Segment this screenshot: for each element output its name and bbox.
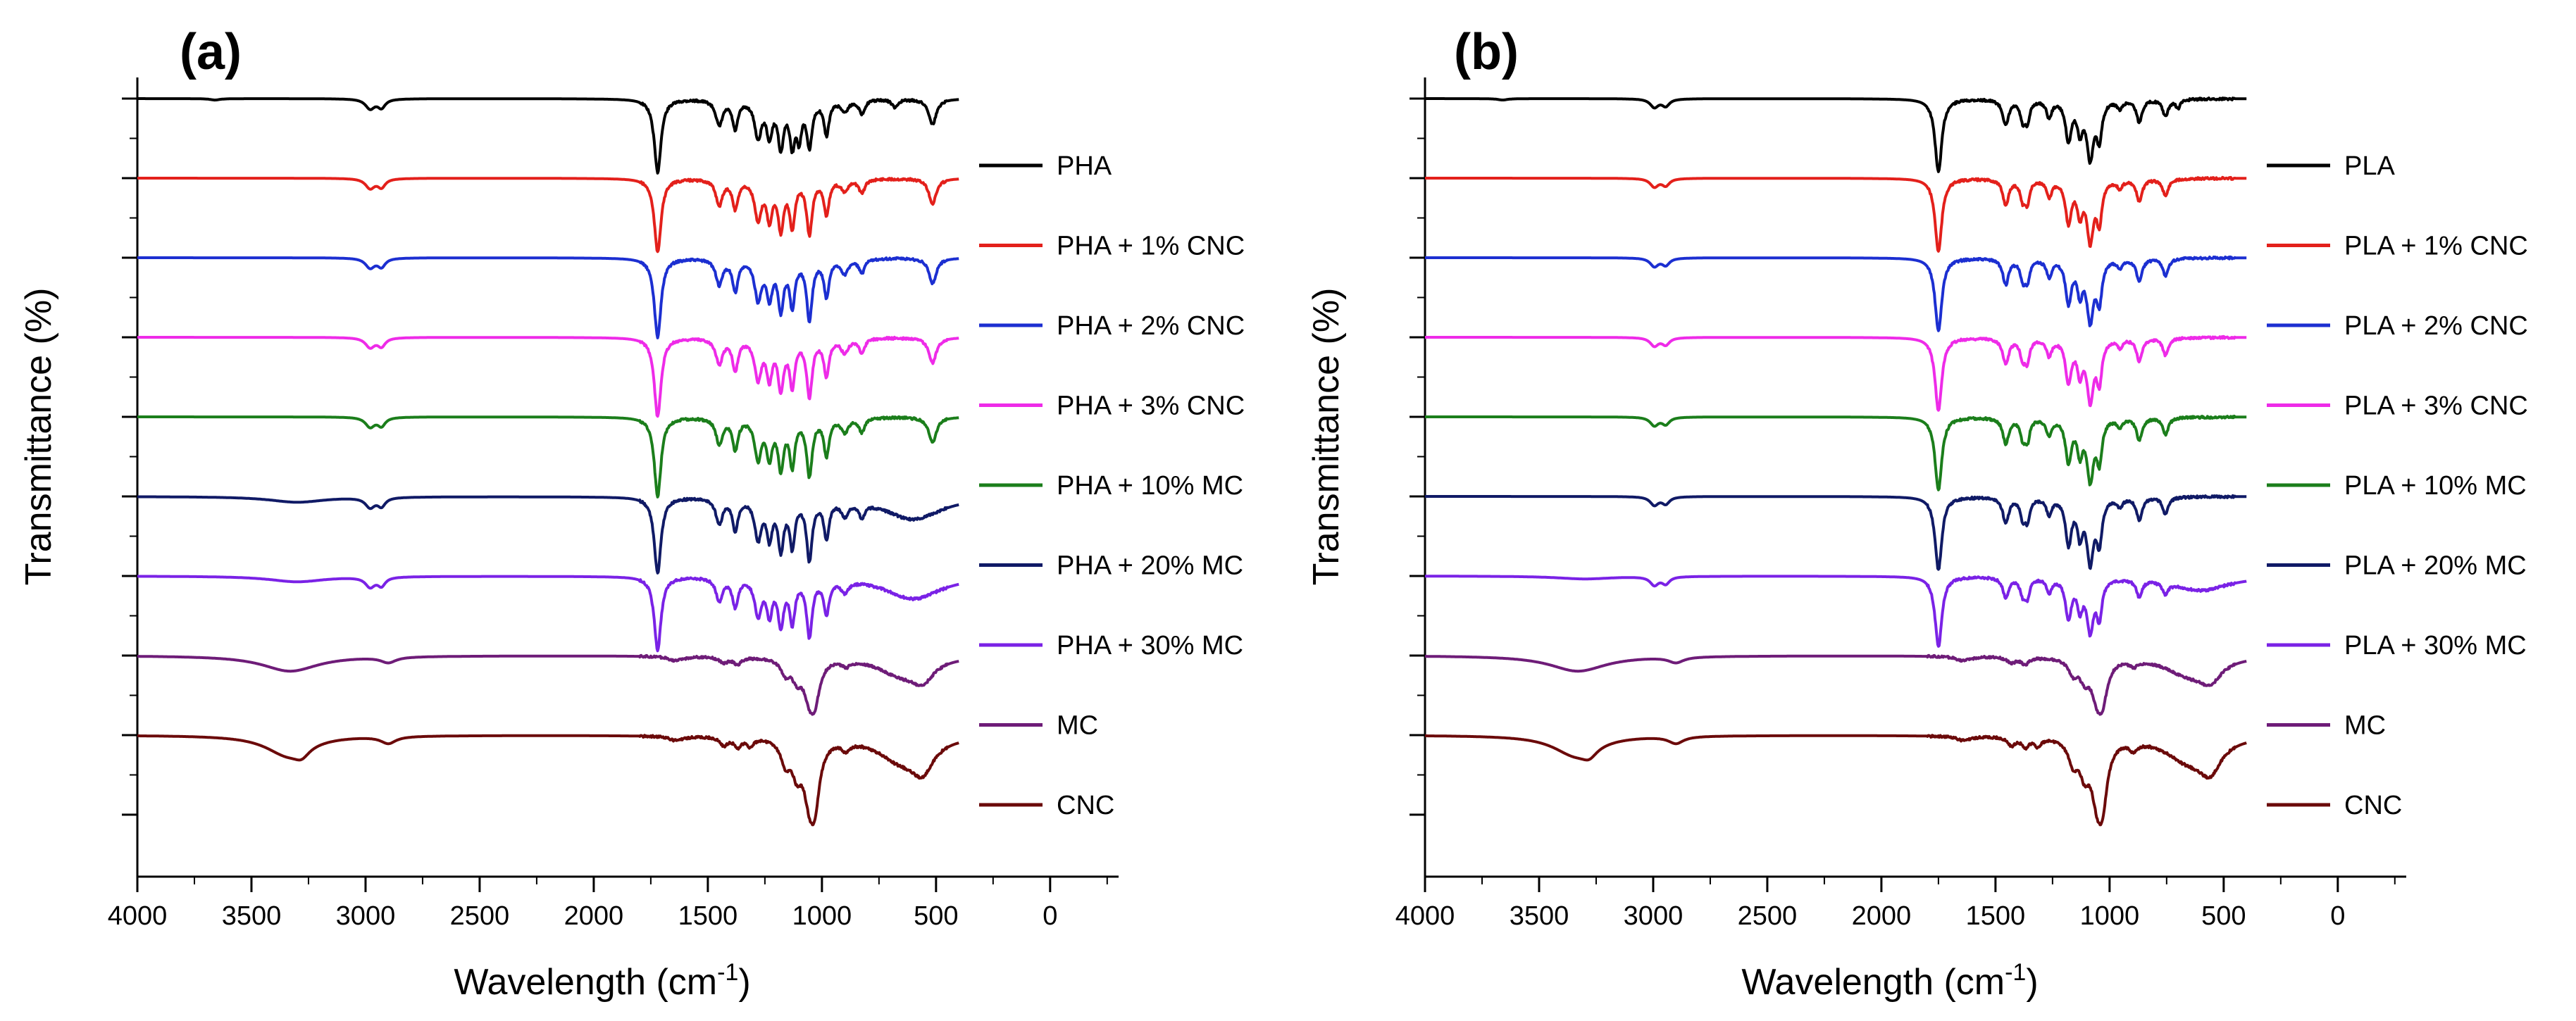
legend-label: PHA + 20% MC	[1057, 551, 1243, 581]
legend-label: PLA + 10% MC	[2344, 471, 2527, 501]
legend-label: PHA + 2% CNC	[1057, 311, 1245, 341]
spectrum-line	[1424, 653, 2248, 716]
panel-label: (b)	[1454, 24, 1519, 80]
spectrum-line	[1424, 255, 2248, 332]
x-tick-label: 2000	[564, 901, 624, 931]
x-tick-label: 500	[914, 901, 958, 931]
chart-panel-a: (a) 4000 3500 3000 2500 2000 1500 1000 500 0 PHA…	[18, 24, 1245, 1003]
legend-label: PLA + 20% MC	[2344, 551, 2527, 581]
spectrum-line	[1424, 96, 2248, 173]
legend-label: PHA + 3% CNC	[1057, 392, 1245, 421]
x-tick-label: 1500	[678, 901, 738, 931]
spectrum-line	[137, 415, 960, 499]
y-axis-title: Transmittance (%)	[18, 288, 59, 586]
x-tick-label: 2500	[1738, 901, 1798, 931]
spectrum-line	[137, 734, 960, 827]
legend-label: CNC	[1057, 791, 1114, 820]
spectrum-line	[137, 177, 960, 253]
legend-label: PHA + 30% MC	[1057, 631, 1243, 660]
legend-label: MC	[2344, 711, 2386, 741]
axes: 4000 3500 3000 2500 2000 1500 1000 500 0	[1395, 77, 2406, 931]
legend-label: PLA + 30% MC	[2344, 631, 2527, 660]
legend-label: PLA + 1% CNC	[2344, 232, 2528, 261]
x-tick-label: 2000	[1852, 901, 1912, 931]
spectrum-line	[1424, 494, 2248, 571]
x-axis-title: Wavelength (cm-1)	[1741, 959, 2038, 1003]
x-tick-label: 0	[2330, 901, 2345, 931]
legend-label: CNC	[2344, 791, 2402, 820]
spectrum-line	[1424, 414, 2248, 491]
x-tick-label: 1500	[1966, 901, 2026, 931]
legend-label: PHA	[1057, 151, 1112, 181]
legend-label: MC	[1057, 711, 1098, 741]
x-tick-label: 3000	[1624, 901, 1684, 931]
legend-label: PHA + 1% CNC	[1057, 232, 1245, 261]
spectrum-line	[1424, 334, 2248, 412]
x-tick-label: 4000	[108, 901, 168, 931]
spectra	[137, 97, 960, 827]
x-tick-label: 500	[2201, 901, 2246, 931]
legend: PHA PHA + 1% CNC PHA + 2% CNC PHA + 3% CNC P…	[979, 151, 1245, 820]
x-tick-label: 3500	[1510, 901, 1569, 931]
x-tick-label: 0	[1043, 901, 1057, 931]
spectrum-line	[137, 575, 960, 653]
legend-label: PLA	[2344, 151, 2395, 181]
x-tick-label: 3000	[336, 901, 396, 931]
spectrum-line	[137, 495, 960, 575]
x-axis-title: Wavelength (cm-1)	[454, 959, 750, 1003]
spectrum-line	[1424, 175, 2248, 253]
spectrum-line	[1424, 575, 2248, 648]
spectrum-line	[137, 653, 960, 716]
legend-label: PLA + 2% CNC	[2344, 311, 2528, 341]
x-tick-label: 4000	[1395, 901, 1455, 931]
legend-label: PLA + 3% CNC	[2344, 392, 2528, 421]
chart-panel-b: (b) 4000 3500 3000 2500 2000 1500 1000 500 0 PLA…	[1288, 0, 2575, 1021]
spectrum-line	[137, 256, 960, 339]
axes: 4000 3500 3000 2500 2000 1500 1000 500 0	[108, 77, 1119, 931]
spectrum-line	[1424, 734, 2248, 827]
spectrum-line	[137, 335, 960, 418]
x-tick-label: 3500	[222, 901, 282, 931]
legend-label: PHA + 10% MC	[1057, 471, 1243, 501]
panel-label: (a)	[180, 24, 242, 80]
spectra	[1424, 96, 2248, 827]
y-axis-title: Transmittance (%)	[1306, 288, 1347, 586]
legend: PLA PLA + 1% CNC PLA + 2% CNC PLA + 3% CNC P…	[2267, 151, 2528, 820]
ftir-chart-a: (a) 4000 3500 3000 2500 2000 1500 1000 500 0 PHA…	[18, 24, 1245, 1003]
spectrum-line	[137, 97, 960, 175]
x-tick-label: 1000	[792, 901, 852, 931]
ftir-chart-b: (b) 4000 3500 3000 2500 2000 1500 1000 500 0 PLA…	[1306, 24, 2528, 1003]
x-tick-label: 2500	[450, 901, 510, 931]
x-tick-label: 1000	[2080, 901, 2140, 931]
